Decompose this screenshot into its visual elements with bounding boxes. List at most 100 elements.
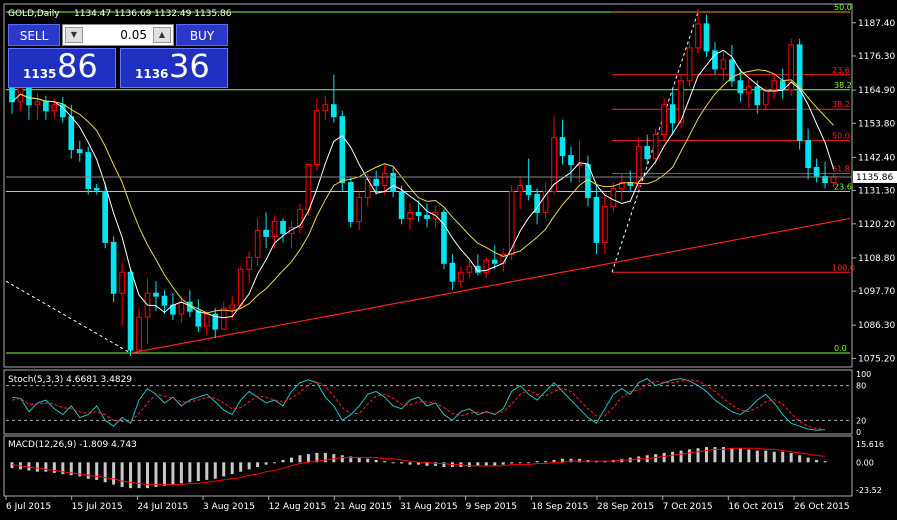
candle-body[interactable] [559, 137, 566, 157]
candle-body[interactable] [568, 155, 574, 166]
candle-body[interactable] [449, 262, 456, 282]
candle-body[interactable] [805, 140, 811, 169]
candle-body[interactable] [390, 173, 396, 192]
lot-size-field[interactable]: ▼ 0.05 ▲ [62, 24, 174, 46]
candle-body[interactable] [76, 149, 83, 154]
candle-body[interactable] [483, 259, 490, 273]
candle-body[interactable] [271, 220, 278, 237]
candle-body[interactable] [297, 208, 303, 228]
candle-body[interactable] [254, 229, 261, 258]
candle-body[interactable] [26, 86, 32, 106]
candle-body[interactable] [712, 50, 718, 70]
candle-body[interactable] [195, 310, 202, 327]
candle-body[interactable] [686, 47, 693, 82]
candle-body[interactable] [229, 304, 236, 309]
candle-body[interactable] [720, 59, 727, 70]
stoch-main-line[interactable] [11, 378, 826, 431]
candle-body[interactable] [203, 313, 210, 327]
candle-body[interactable] [525, 185, 532, 195]
candle-body[interactable] [85, 152, 92, 189]
candle-body[interactable] [830, 176, 837, 184]
candle-body[interactable] [729, 59, 735, 82]
trend-line-support[interactable] [130, 217, 851, 354]
candle-body[interactable] [331, 104, 337, 118]
macd-label: MACD(12,26,9) -1.809 4.743 [8, 440, 137, 450]
candle-body[interactable] [746, 86, 752, 94]
candle-body[interactable] [305, 164, 312, 210]
candle-body[interactable] [508, 190, 515, 255]
candle-body[interactable] [212, 313, 219, 330]
lot-increase-button[interactable]: ▲ [153, 27, 171, 43]
buy-button[interactable]: BUY [176, 24, 228, 46]
candle-body[interactable] [127, 271, 134, 351]
bid-price-button[interactable]: 1135 86 [8, 47, 116, 88]
candle-body[interactable] [703, 23, 710, 52]
candle-body[interactable] [695, 23, 701, 49]
candle-body[interactable] [110, 241, 117, 294]
candle-body[interactable] [635, 146, 642, 187]
candle-body[interactable] [246, 256, 252, 270]
macd-signal-line[interactable] [11, 447, 826, 486]
candle-body[interactable] [458, 271, 464, 282]
candle-body[interactable] [771, 80, 778, 91]
candle-body[interactable] [102, 190, 108, 243]
candle-body[interactable] [813, 167, 820, 178]
candle-body[interactable] [381, 173, 388, 187]
candle-body[interactable] [322, 104, 329, 112]
candle-body[interactable] [652, 134, 659, 160]
candle-body[interactable] [788, 44, 795, 91]
ma-fast-line[interactable] [11, 49, 835, 319]
candle-body[interactable] [339, 116, 346, 184]
sell-button[interactable]: SELL [8, 24, 60, 46]
candle-body[interactable] [644, 146, 651, 160]
candle-body[interactable] [237, 268, 244, 306]
candle-body[interactable] [220, 307, 227, 330]
candle-body[interactable] [43, 101, 49, 112]
candle-body[interactable] [618, 182, 625, 189]
candle-body[interactable] [754, 86, 761, 106]
candle-body[interactable] [119, 271, 125, 294]
candle-body[interactable] [136, 316, 142, 351]
candle-body[interactable] [263, 229, 269, 237]
candle-body[interactable] [491, 259, 498, 264]
candle-body[interactable] [762, 89, 769, 106]
candle-body[interactable] [398, 190, 405, 219]
candle-body[interactable] [347, 182, 354, 222]
lot-size-value[interactable]: 0.05 [120, 28, 147, 42]
candle-body[interactable] [280, 220, 286, 234]
ask-price-button[interactable]: 1136 36 [120, 47, 228, 88]
candle-body[interactable] [34, 101, 41, 106]
candle-body[interactable] [373, 179, 380, 186]
candle-body[interactable] [610, 187, 617, 207]
candle-body[interactable] [153, 292, 159, 297]
candle-body[interactable] [661, 104, 667, 136]
candle-body[interactable] [93, 187, 100, 191]
candle-body[interactable] [466, 265, 473, 273]
candle-body[interactable] [678, 80, 684, 124]
candle-body[interactable] [737, 80, 744, 94]
candle-body[interactable] [424, 214, 430, 219]
candle-body[interactable] [551, 137, 557, 192]
date-tick-label: 6 Jul 2015 [6, 502, 51, 512]
candle-body[interactable] [356, 196, 363, 222]
lot-decrease-button[interactable]: ▼ [65, 27, 83, 43]
candle-body[interactable] [314, 110, 320, 166]
candle-body[interactable] [161, 295, 168, 306]
candle-body[interactable] [415, 211, 422, 216]
fib-swing-line[interactable] [611, 11, 699, 273]
candle-body[interactable] [593, 196, 600, 243]
ma-slow-line[interactable] [11, 69, 834, 314]
candle-body[interactable] [602, 205, 608, 243]
candle-body[interactable] [474, 265, 481, 273]
date-tick-label: 21 Aug 2015 [334, 502, 392, 512]
candle-body[interactable] [517, 185, 523, 192]
candle-body[interactable] [407, 211, 413, 219]
candle-body[interactable] [178, 301, 185, 315]
candle-body[interactable] [441, 211, 447, 264]
stoch-signal-line[interactable] [11, 379, 826, 431]
candle-body[interactable] [542, 190, 549, 213]
candle-body[interactable] [669, 104, 676, 124]
candle-body[interactable] [68, 116, 75, 151]
candle-body[interactable] [51, 104, 58, 112]
